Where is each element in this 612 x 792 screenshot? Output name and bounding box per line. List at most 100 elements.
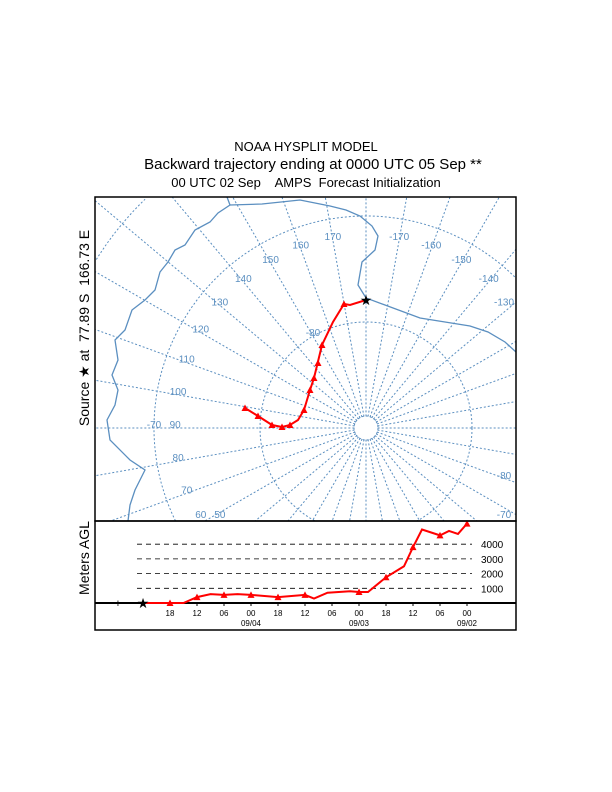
meridian-label: 160 — [292, 241, 309, 252]
meridian-label: -150 — [451, 255, 471, 266]
meridian-label: 130 — [211, 297, 228, 308]
time-tick-label: 18 — [166, 609, 175, 618]
meridian-line — [95, 200, 358, 421]
meridian-label: -170 — [389, 232, 409, 243]
meridian-line — [287, 436, 359, 521]
meridian-line — [375, 340, 516, 423]
meridian-line — [324, 197, 365, 417]
meridian-label: -80 — [497, 471, 512, 482]
meridian-line — [373, 436, 445, 521]
height-marker — [301, 591, 309, 598]
meridian-line — [377, 401, 516, 427]
meridian-label: 90 — [170, 420, 182, 431]
meridian-line — [374, 435, 478, 521]
meridian-label: -70 — [147, 420, 162, 431]
source-label: Source ★ at 77.89 S 166.73 E — [76, 230, 92, 426]
trajectory-marker — [268, 421, 276, 428]
trajectory-marker — [318, 341, 326, 348]
meridian-line — [254, 435, 358, 521]
meridian-label: -80 — [306, 328, 321, 339]
meridian-line — [95, 429, 355, 477]
height-line — [143, 522, 468, 604]
trajectory-marker — [314, 359, 322, 366]
meridian-label: 60 — [195, 510, 207, 521]
height-marker — [382, 573, 390, 581]
height-panel: 1000 2000 3000 4000 18 12 06 00 18 12 06 00 18 12 06 00… — [95, 520, 516, 628]
height-ylabel: Meters AGL — [76, 521, 92, 595]
meridian-label: 70 — [181, 485, 193, 496]
meridian-label: 50 — [214, 510, 226, 521]
meridian-line — [374, 301, 516, 421]
trajectory-marker — [241, 404, 249, 411]
time-tick-label: 06 — [220, 609, 229, 618]
time-tick-label: 00 — [355, 609, 364, 618]
time-tick-label: 18 — [274, 609, 283, 618]
time-tick-label: 12 — [409, 609, 418, 618]
height-marker — [166, 599, 174, 606]
chart-subtitle: Backward trajectory ending at 0000 UTC 0… — [144, 156, 482, 173]
meridian-line — [281, 197, 363, 418]
source-star-icon: ★ — [360, 292, 373, 308]
meridian-line — [204, 433, 357, 521]
height-marker — [355, 588, 363, 595]
meridian-label: -140 — [479, 274, 499, 285]
meridian-label: 110 — [179, 355, 195, 366]
height-marker — [220, 591, 228, 598]
height-marker — [247, 591, 255, 598]
trajectory-marker — [306, 386, 314, 393]
date-label: 09/03 — [349, 619, 370, 628]
height-tick-label: 2000 — [481, 570, 504, 581]
meridian-line — [110, 431, 356, 521]
meridian-line — [95, 271, 357, 423]
time-tick-label: 12 — [193, 609, 202, 618]
trajectory-marker — [300, 406, 308, 413]
meridian-line — [171, 197, 359, 420]
trajectory-line — [244, 299, 367, 429]
meridian-label: 170 — [325, 232, 342, 243]
height-marker — [436, 531, 444, 539]
time-tick-label: 12 — [301, 609, 310, 618]
meridian-line — [95, 328, 356, 425]
chart-subtitle2: 00 UTC 02 Sep AMPS Forecast Initializati… — [171, 175, 441, 190]
chart-title: NOAA HYSPLIT MODEL — [234, 139, 378, 154]
meridian-label: -130 — [494, 297, 514, 308]
date-label: 09/02 — [457, 619, 478, 628]
date-label: 09/04 — [241, 619, 262, 628]
meridian-line — [375, 433, 516, 516]
meridian-line — [349, 439, 365, 521]
coastline — [106, 197, 231, 521]
plus-icon: + — [115, 598, 121, 610]
latitude-circle — [95, 198, 146, 260]
meridian-label: 140 — [235, 274, 252, 285]
time-tick-label: 00 — [247, 609, 256, 618]
trajectory-marker — [278, 423, 286, 430]
trajectory-marker — [340, 300, 348, 307]
coastline — [229, 199, 516, 353]
latitude-circle — [153, 215, 516, 521]
meridian-line — [95, 379, 355, 427]
source-star-icon: ★ — [137, 595, 150, 611]
meridian-line — [373, 248, 516, 420]
height-tick-label: 1000 — [481, 584, 504, 595]
meridian-line — [371, 437, 421, 521]
time-tick-label: 18 — [382, 609, 391, 618]
height-tick-label: 4000 — [481, 540, 504, 551]
meridian-label: 120 — [192, 325, 209, 336]
meridian-line — [367, 439, 383, 521]
time-tick-label: 06 — [328, 609, 337, 618]
meridian-line — [232, 197, 361, 419]
pole-circle — [353, 415, 379, 441]
meridian-line — [369, 438, 401, 521]
latitude-circle — [259, 321, 473, 521]
meridian-label: -70 — [497, 510, 512, 521]
meridian-line — [377, 429, 516, 455]
height-marker — [463, 520, 471, 527]
meridian-line — [311, 437, 361, 521]
meridian-line — [371, 197, 500, 419]
meridian-label: 150 — [262, 255, 279, 266]
time-tick-label: 06 — [436, 609, 445, 618]
meridian-line — [367, 197, 408, 417]
height-marker — [193, 593, 201, 601]
